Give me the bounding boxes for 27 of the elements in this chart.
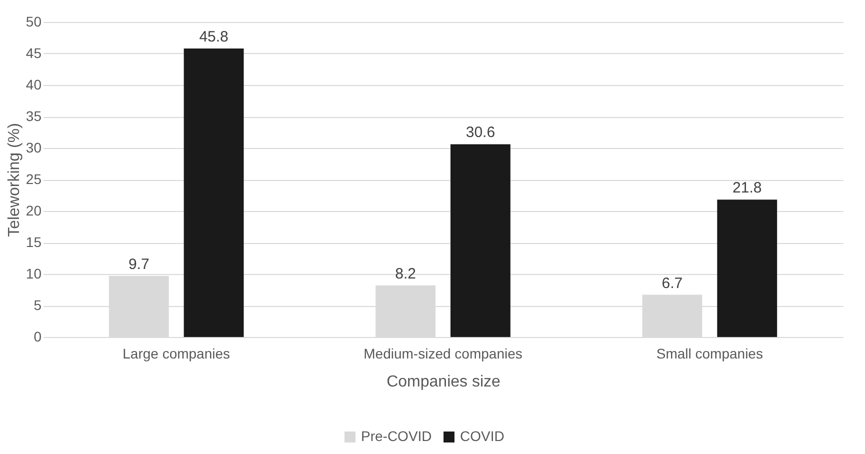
y-tick-label: 20: [26, 202, 42, 218]
y-tick-label: 25: [26, 171, 42, 187]
bar: [184, 48, 244, 337]
y-tick-label: 30: [26, 140, 42, 156]
data-label: 8.2: [395, 265, 416, 282]
data-label: 21.8: [732, 180, 762, 197]
y-tick-label: 50: [26, 14, 42, 30]
y-tick-label: 15: [26, 234, 42, 250]
bar: [717, 200, 778, 337]
legend-label: COVID: [460, 428, 504, 444]
data-label: 30.6: [466, 124, 496, 142]
x-axis-title: Companies size: [386, 374, 501, 390]
legend-label: Pre-COVID: [361, 428, 432, 444]
y-tick-label: 40: [26, 76, 42, 92]
data-label: 9.7: [128, 256, 150, 273]
data-label: 45.8: [199, 28, 228, 46]
y-tick-label: 10: [26, 266, 42, 282]
y-tick-label: 0: [34, 328, 42, 344]
y-tick-label: 35: [26, 108, 42, 124]
x-tick-label: Small companies: [656, 346, 763, 362]
bar: [450, 144, 510, 337]
y-axis-title: Teleworking (%): [6, 123, 23, 237]
y-tick-label: 45: [26, 45, 42, 61]
x-tick-label: Medium-sized companies: [364, 346, 522, 362]
x-tick-label: Large companies: [122, 346, 230, 362]
data-label: 6.7: [662, 274, 683, 292]
y-tick-label: 5: [34, 297, 42, 313]
